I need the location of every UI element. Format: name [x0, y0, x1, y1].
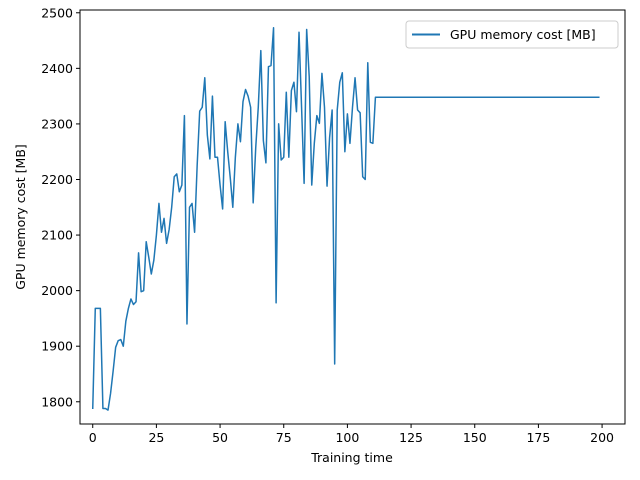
x-axis-ticks: 0 25 50 75 100 125 150 175 200 [89, 424, 614, 445]
x-tick-label: 175 [526, 430, 550, 445]
plot-background [80, 10, 625, 424]
y-tick-label: 2400 [41, 61, 73, 76]
legend-box [405, 20, 619, 49]
x-tick-label: 125 [399, 430, 423, 445]
series-line [91, 27, 600, 411]
x-tick-label: 150 [463, 430, 487, 445]
x-axis-label: Training time [310, 450, 393, 465]
x-tick-label: 100 [335, 430, 359, 445]
y-tick-label: 2200 [41, 172, 73, 187]
legend-label: GPU memory cost [MB] [450, 27, 596, 42]
y-tick-label: 1900 [41, 339, 73, 354]
x-tick-label: 50 [212, 430, 228, 445]
y-tick-label: 2300 [41, 116, 73, 131]
legend: GPU memory cost [MB] [405, 20, 619, 49]
y-tick-label: 2500 [41, 5, 73, 20]
x-tick-label: 200 [590, 430, 614, 445]
y-tick-label: 2000 [41, 283, 73, 298]
plot-frame [79, 9, 626, 425]
y-axis-label: GPU memory cost [MB] [13, 144, 28, 290]
y-tick-label: 1800 [41, 394, 73, 409]
x-tick-label: 75 [276, 430, 292, 445]
series-layer [91, 27, 600, 411]
y-axis-ticks: 1800 1900 2000 2100 2200 2300 2400 2500 [41, 5, 80, 409]
x-tick-label: 0 [89, 430, 97, 445]
x-tick-label: 25 [148, 430, 164, 445]
y-tick-label: 2100 [41, 228, 73, 243]
